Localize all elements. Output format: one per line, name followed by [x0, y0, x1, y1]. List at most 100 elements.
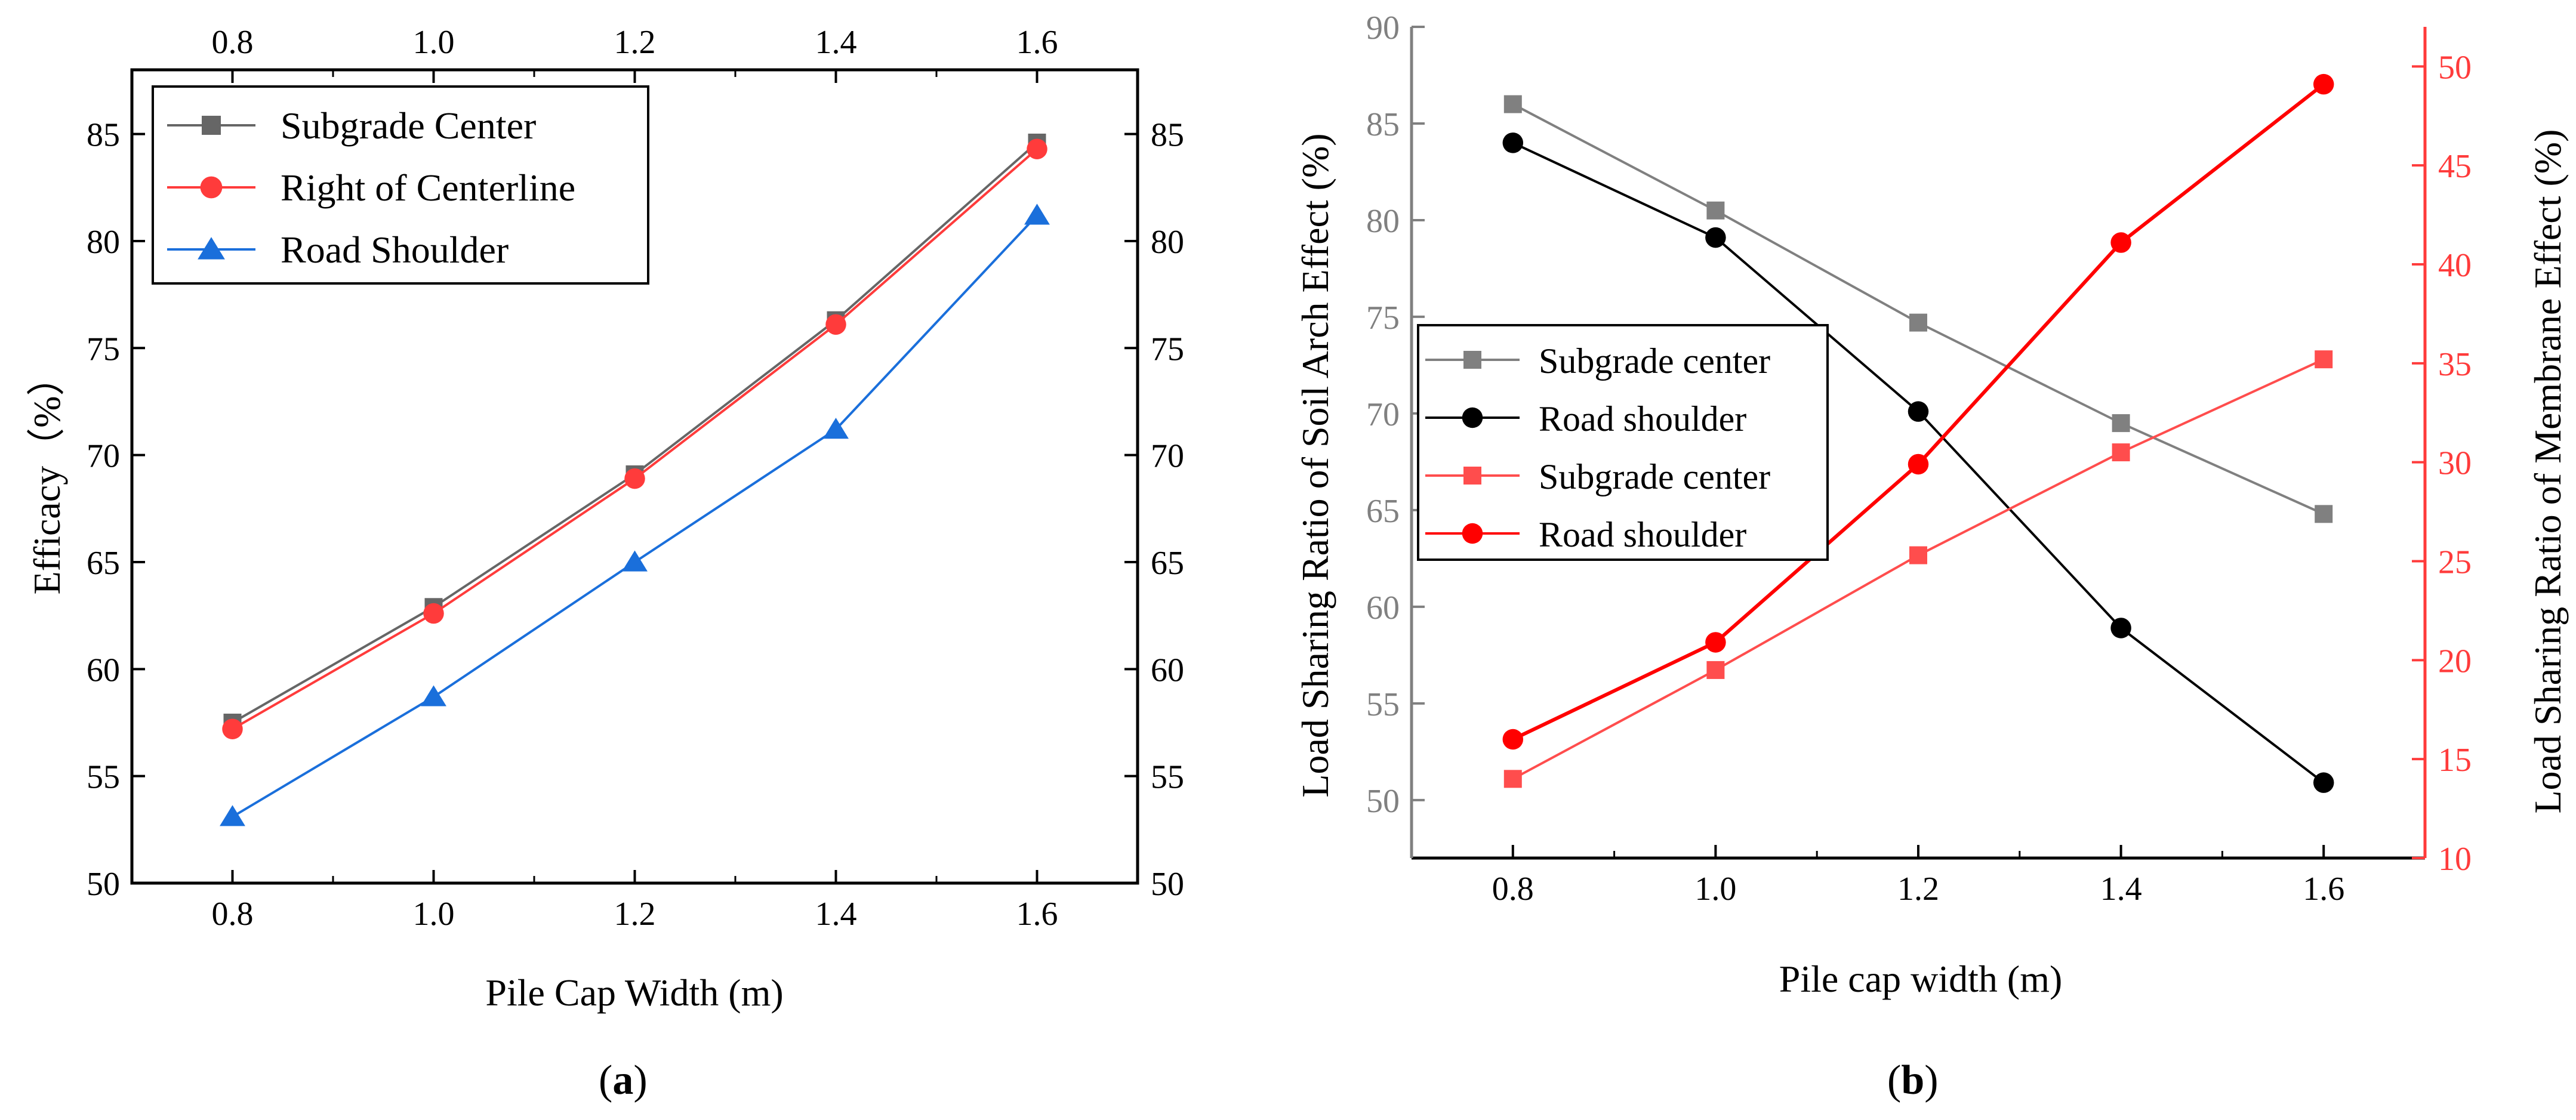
data-point	[1502, 132, 1524, 153]
y-tick-label: 75	[1366, 300, 1400, 337]
y-tick-label: 65	[1366, 493, 1400, 530]
legend-frame-b	[1417, 324, 1829, 561]
legend-marker	[1462, 407, 1483, 428]
legend-label: Right of Centerline	[281, 166, 575, 209]
x-tick-label: 0.8	[212, 896, 254, 933]
y-tick-label: 60	[87, 652, 120, 689]
y-tick-label: 85	[1366, 106, 1400, 143]
y-tick-label: 75	[87, 331, 120, 368]
x-tick-label: 1.4	[815, 896, 857, 933]
y-tick-label-right: 80	[1151, 224, 1184, 261]
data-point	[1705, 632, 1726, 653]
data-point	[1502, 729, 1524, 750]
chart-panel-b: 0.8 1.0 1.2 1.4 1.6 50 55 60 65 70 75 80 85 90 10 15 2…	[1294, 10, 2569, 1103]
data-point	[421, 685, 446, 706]
y-tick-label: 50	[87, 866, 120, 903]
y-tick-label: 55	[87, 759, 120, 796]
y-axis-label-left-b: Load Sharing Ratio of Soil Arch Effect (…	[1294, 133, 1336, 797]
y-tick-label-right: 45	[2438, 148, 2472, 185]
y-tick-label-right: 30	[2438, 445, 2472, 482]
y-ticks-right-a: 50 55 60 65 70 75 80 85	[1124, 117, 1184, 903]
series-a	[220, 133, 1050, 826]
data-point	[2110, 232, 2131, 253]
x-tick-label: 1.4	[2100, 871, 2142, 908]
data-point	[622, 550, 648, 572]
x-tick-label: 1.2	[1897, 871, 1939, 908]
data-point	[1909, 546, 1927, 564]
legend-marker	[1463, 351, 1481, 369]
y-tick-label-right: 75	[1151, 331, 1184, 368]
legend-label: Road shoulder	[1539, 399, 1746, 439]
data-point	[2112, 414, 2130, 433]
y-tick-label: 80	[1366, 203, 1400, 240]
x-tick-label-top: 1.4	[815, 24, 857, 61]
x-ticks-bottom-a: 0.8 1.0 1.2 1.4 1.6	[212, 870, 1058, 933]
y-tick-label-right: 15	[2438, 742, 2472, 779]
data-point	[823, 418, 849, 439]
x-ticks-top-a: 0.8 1.0 1.2 1.4 1.6	[212, 24, 1058, 83]
data-point	[1706, 661, 1725, 679]
data-point	[1503, 770, 1522, 788]
panel-caption-a: (a)	[599, 1057, 648, 1103]
x-tick-label: 1.6	[1016, 896, 1058, 933]
data-point	[624, 468, 645, 489]
y-tick-label-right: 55	[1151, 759, 1184, 796]
data-point	[1909, 313, 1927, 332]
x-tick-label: 1.0	[413, 896, 455, 933]
x-axis-label-b: Pile cap width (m)	[1779, 958, 2063, 1000]
y-axis-label-a: Efficacy（%）	[26, 358, 68, 595]
y-tick-label-right: 60	[1151, 652, 1184, 689]
data-point	[423, 603, 444, 624]
legend-label: Subgrade center	[1539, 341, 1770, 381]
legend-marker	[202, 116, 221, 135]
x-tick-label-top: 1.6	[1016, 24, 1058, 61]
x-tick-label-top: 0.8	[212, 24, 254, 61]
data-point	[825, 314, 846, 335]
y-tick-label-right: 10	[2438, 841, 2472, 878]
data-point	[2315, 350, 2333, 369]
y-tick-label: 50	[1366, 783, 1400, 820]
y-tick-label-right: 85	[1151, 117, 1184, 154]
y-tick-label: 55	[1366, 686, 1400, 723]
data-point	[2110, 618, 2131, 638]
y-tick-label: 90	[1366, 10, 1400, 47]
data-point	[2313, 772, 2334, 793]
data-point	[1706, 201, 1725, 220]
y-ticks-right-b: 10 15 20 25 30 35 40 45 50	[2412, 49, 2472, 878]
data-point	[1503, 95, 1522, 113]
y-tick-label-right: 50	[1151, 866, 1184, 903]
y-tick-label: 85	[87, 117, 120, 154]
legend-marker	[1463, 467, 1481, 485]
legend-label: Subgrade center	[1539, 457, 1770, 496]
y-tick-label-right: 40	[2438, 247, 2472, 284]
legend-rows-a: Subgrade Center Right of Centerline Road S…	[167, 104, 575, 271]
panel-letter-a: a	[612, 1057, 633, 1103]
data-point	[1024, 203, 1050, 225]
y-tick-label-right: 70	[1151, 438, 1184, 475]
y-ticks-left-b: 50 55 60 65 70 75 80 85 90	[1366, 10, 1425, 820]
x-tick-label: 0.8	[1492, 871, 1534, 908]
x-tick-label: 1.0	[1694, 871, 1736, 908]
legend-b: Subgrade center Road shoulder Subgrade cen…	[1417, 324, 1829, 561]
data-point	[1705, 227, 1726, 248]
legend-label: Road Shoulder	[281, 229, 509, 271]
x-tick-label-top: 1.2	[614, 24, 656, 61]
y-tick-label-right: 50	[2438, 49, 2472, 86]
y-tick-label-right: 65	[1151, 545, 1184, 582]
data-point	[1908, 453, 1929, 475]
data-point	[222, 718, 243, 739]
data-point	[1027, 138, 1047, 159]
chart-panel-a: 0.8 1.0 1.2 1.4 1.6 0.8 1.0 1.2 1.4 1.6 50 55 60 65…	[26, 24, 1184, 1103]
y-tick-label: 70	[1366, 396, 1400, 433]
x-tick-label-top: 1.0	[413, 24, 455, 61]
panel-letter-b: b	[1901, 1057, 1924, 1103]
x-tick-label: 1.2	[614, 896, 656, 933]
x-tick-label: 1.6	[2303, 871, 2344, 908]
data-point	[2313, 73, 2334, 95]
legend-marker	[1462, 523, 1483, 544]
legend-label: Road shoulder	[1539, 515, 1746, 554]
legend-rows-b: Subgrade center Road shoulder Subgrade cen…	[1425, 341, 1770, 554]
y-tick-label-right: 20	[2438, 643, 2472, 680]
y-tick-label: 60	[1366, 590, 1400, 627]
